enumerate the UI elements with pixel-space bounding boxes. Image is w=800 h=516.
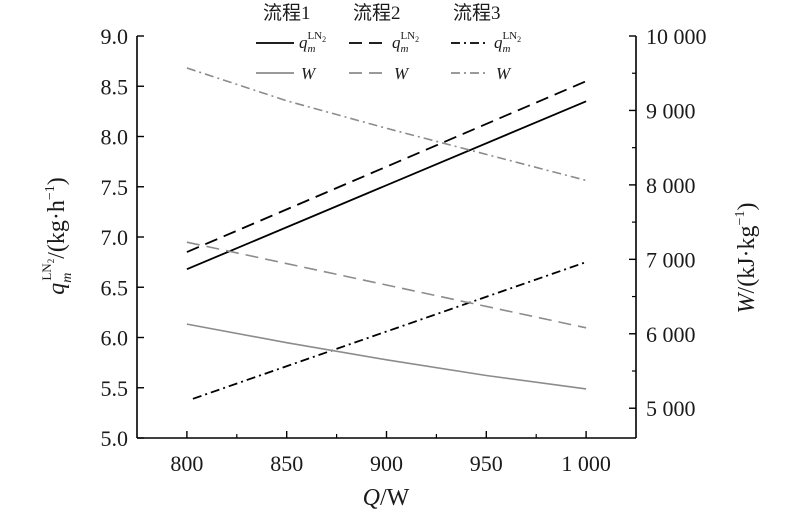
legend-header-2: 流程2 xyxy=(353,2,401,24)
series-line-4 xyxy=(186,323,587,390)
legend-samples xyxy=(256,42,489,74)
legend: 流程1 流程2 流程3 qmLN2 qmLN2 qmLN2 W W W xyxy=(256,2,521,83)
x-tick-label: 800 xyxy=(170,451,203,476)
legend-symbols: qmLN2 qmLN2 qmLN2 W W W xyxy=(299,30,521,83)
left-tick-label: 7.5 xyxy=(101,175,129,200)
svg-text:Q/W: Q/W xyxy=(363,485,410,511)
series-line-6 xyxy=(186,67,587,182)
left-axis-label: qm LN2/(kg·h−1) xyxy=(39,177,75,295)
right-tick-label: 6 000 xyxy=(646,322,696,347)
left-tick-label: 8.0 xyxy=(101,125,129,150)
left-tick-label: 7.0 xyxy=(101,225,129,250)
left-axis-label-unit-sup: −1 xyxy=(43,185,58,200)
right-axis-label: W/(kJ·kg−1) xyxy=(733,203,760,314)
left-tick-label: 8.5 xyxy=(101,74,129,99)
series-line-3 xyxy=(192,261,587,400)
legend-symbol-w: W xyxy=(301,64,317,83)
legend-symbol-w: W xyxy=(394,64,410,83)
right-axis-label-var: W xyxy=(734,291,760,313)
legend-symbol-q: qmLN2 xyxy=(299,30,326,55)
right-tick-label: 5 000 xyxy=(646,396,696,421)
right-axis-label-unit: /(kJ·kg xyxy=(734,225,760,293)
x-tick-label: 1 000 xyxy=(561,451,611,476)
legend-header-3: 流程3 xyxy=(453,2,501,24)
left-axis-label-var: q xyxy=(44,283,70,295)
left-tick-label: 6.0 xyxy=(101,326,129,351)
svg-text:qmLN2/(kg·h−1): qm LN2/(kg·h−1) xyxy=(39,177,75,295)
x-tick-label: 950 xyxy=(470,451,503,476)
tick-labels: 800 850 900 950 1 000 5.0 5.5 6.0 6.5 7.0 7.5 8.0 8.… xyxy=(101,24,707,476)
legend-symbol-q: qmLN2 xyxy=(494,30,521,55)
series-line-2 xyxy=(186,80,587,253)
x-tick-label: 900 xyxy=(370,451,403,476)
x-axis-label-var: Q xyxy=(363,485,380,511)
left-tick-label: 6.5 xyxy=(101,275,129,300)
left-tick-label: 5.5 xyxy=(101,376,129,401)
right-tick-label: 10 000 xyxy=(646,24,707,49)
x-tick-label: 850 xyxy=(270,451,303,476)
right-axis-label-unit-sup: −1 xyxy=(733,211,748,226)
left-axis-label-sup-sub: 2 xyxy=(46,259,56,264)
right-tick-label: 9 000 xyxy=(646,98,696,123)
plot-lines xyxy=(186,67,587,400)
legend-symbol-w: W xyxy=(496,64,512,83)
right-axis-label-close: ) xyxy=(734,203,760,211)
left-tick-label: 5.0 xyxy=(101,426,129,451)
right-tick-label: 8 000 xyxy=(646,173,696,198)
x-axis-label-unit: /W xyxy=(380,485,410,511)
left-axis-label-unit: /(kg·h xyxy=(44,200,70,259)
left-axis-label-close: ) xyxy=(44,177,70,185)
legend-header-1: 流程1 xyxy=(263,2,311,24)
series-line-1 xyxy=(186,100,587,271)
left-tick-label: 9.0 xyxy=(101,24,129,49)
right-tick-label: 7 000 xyxy=(646,247,696,272)
legend-symbol-q: qmLN2 xyxy=(392,30,419,55)
axes xyxy=(136,35,637,439)
left-axis-label-sub: m xyxy=(60,273,75,283)
series-line-5 xyxy=(186,241,587,329)
svg-text:W/(kJ·kg−1): W/(kJ·kg−1) xyxy=(733,203,760,314)
x-axis-label: Q/W xyxy=(363,485,410,511)
left-axis-label-sup: LN xyxy=(39,263,54,281)
